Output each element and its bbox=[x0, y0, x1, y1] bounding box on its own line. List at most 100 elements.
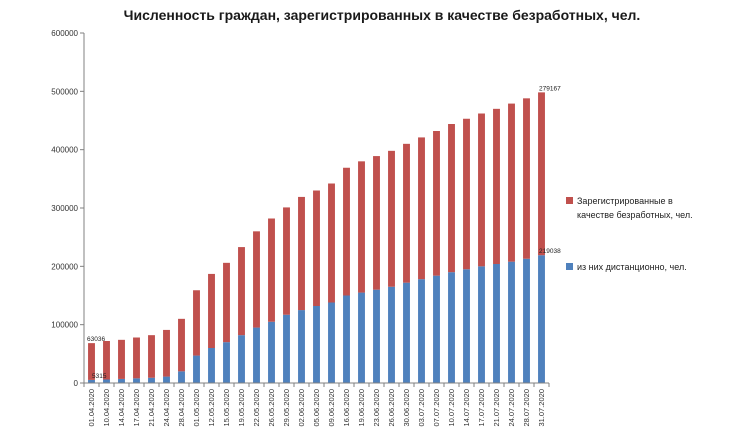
x-tick-label: 10.07.2020 bbox=[447, 389, 456, 427]
bar-remote bbox=[418, 279, 425, 383]
x-tick-label: 26.06.2020 bbox=[387, 389, 396, 427]
bar-registered bbox=[328, 183, 335, 303]
chart-title: Численность граждан, зарегистрированных … bbox=[124, 7, 641, 23]
bar-remote bbox=[328, 302, 335, 383]
bar-registered bbox=[133, 337, 140, 379]
x-tick-label: 24.07.2020 bbox=[507, 389, 516, 427]
bar-remote bbox=[493, 264, 500, 383]
legend-swatch-registered bbox=[566, 197, 573, 204]
bar-registered bbox=[463, 118, 470, 270]
bar-remote bbox=[433, 275, 440, 383]
bar-registered bbox=[193, 290, 200, 356]
x-tick-label: 28.04.2020 bbox=[177, 389, 186, 427]
data-labels: 63036 5315 279167 219038 bbox=[87, 85, 561, 380]
x-tick-label: 19.06.2020 bbox=[357, 389, 366, 427]
x-tick-label: 30.06.2020 bbox=[402, 389, 411, 427]
x-tick-label: 02.06.2020 bbox=[297, 389, 306, 427]
bar-remote bbox=[238, 335, 245, 383]
bar-remote bbox=[313, 306, 320, 383]
legend-swatch-remote bbox=[566, 263, 573, 270]
bar-registered bbox=[448, 124, 455, 273]
x-tick-label: 07.07.2020 bbox=[432, 389, 441, 427]
bar-remote bbox=[388, 286, 395, 383]
data-label: 279167 bbox=[539, 85, 561, 92]
bar-registered bbox=[313, 190, 320, 306]
bar-remote bbox=[298, 310, 305, 383]
bar-registered bbox=[478, 113, 485, 267]
bar-remote bbox=[133, 378, 140, 383]
bar-registered bbox=[538, 92, 545, 256]
bars bbox=[88, 92, 545, 383]
bar-registered bbox=[418, 137, 425, 280]
x-tick-label: 16.06.2020 bbox=[342, 389, 351, 427]
bar-remote bbox=[508, 261, 515, 383]
x-tick-label: 17.04.2020 bbox=[132, 389, 141, 427]
bar-remote bbox=[373, 289, 380, 383]
bar-remote bbox=[253, 327, 260, 383]
y-tick-label: 400000 bbox=[51, 146, 78, 155]
y-tick-label: 0 bbox=[74, 379, 79, 388]
legend-label: качестве безработных, чел. bbox=[577, 210, 693, 220]
bar-remote bbox=[283, 314, 290, 383]
x-tick-label: 12.05.2020 bbox=[207, 389, 216, 427]
bar-remote bbox=[208, 348, 215, 383]
bar-registered bbox=[373, 156, 380, 290]
bar-remote bbox=[538, 255, 545, 383]
x-tick-label: 10.04.2020 bbox=[102, 389, 111, 427]
x-tick-label: 15.05.2020 bbox=[222, 389, 231, 427]
bar-registered bbox=[163, 329, 170, 377]
bar-registered bbox=[433, 131, 440, 276]
bar-registered bbox=[118, 339, 125, 379]
x-tick-label: 22.05.2020 bbox=[252, 389, 261, 427]
x-tick-label: 21.04.2020 bbox=[147, 389, 156, 427]
y-tick-label: 200000 bbox=[51, 262, 78, 271]
x-tick-label: 26.05.2020 bbox=[267, 389, 276, 427]
x-tick-label: 01.04.2020 bbox=[87, 389, 96, 427]
bar-registered bbox=[403, 143, 410, 283]
bar-registered bbox=[298, 196, 305, 311]
bar-remote bbox=[88, 379, 95, 383]
y-tick-label: 300000 bbox=[51, 204, 78, 213]
legend: Зарегистрированные в качестве безработных… bbox=[566, 196, 693, 272]
y-tick-label: 500000 bbox=[51, 87, 78, 96]
x-axis: 01.04.2020 10.04.2020 14.04.2020 17.04.2020… bbox=[83, 382, 550, 427]
legend-label: из них дистанционно, чел. bbox=[577, 262, 687, 272]
bar-remote bbox=[403, 282, 410, 383]
bar-registered bbox=[508, 103, 515, 262]
x-tick-label: 17.07.2020 bbox=[477, 389, 486, 427]
bar-registered bbox=[88, 343, 95, 380]
x-tick-label: 19.05.2020 bbox=[237, 389, 246, 427]
bar-registered bbox=[223, 262, 230, 343]
bar-registered bbox=[388, 150, 395, 287]
bar-remote bbox=[148, 377, 155, 383]
bar-registered bbox=[493, 108, 500, 264]
x-tick-label: 24.04.2020 bbox=[162, 389, 171, 427]
x-tick-label: 29.05.2020 bbox=[282, 389, 291, 427]
bar-registered bbox=[358, 161, 365, 293]
x-tick-label: 31.07.2020 bbox=[537, 389, 546, 427]
bar-registered bbox=[208, 273, 215, 348]
x-tick-label: 09.06.2020 bbox=[327, 389, 336, 427]
data-label: 219038 bbox=[539, 248, 561, 255]
bar-registered bbox=[268, 218, 275, 322]
bar-remote bbox=[118, 378, 125, 383]
bar-remote bbox=[103, 379, 110, 383]
legend-label: Зарегистрированные в bbox=[577, 196, 673, 206]
bar-remote bbox=[523, 258, 530, 383]
x-tick-label: 01.05.2020 bbox=[192, 389, 201, 427]
data-label: 63036 bbox=[87, 336, 105, 343]
x-tick-label: 14.07.2020 bbox=[462, 389, 471, 427]
bar-remote bbox=[223, 342, 230, 383]
x-tick-label: 03.07.2020 bbox=[417, 389, 426, 427]
bar-registered bbox=[238, 247, 245, 336]
x-tick-label: 05.06.2020 bbox=[312, 389, 321, 427]
bar-registered bbox=[103, 341, 110, 380]
bar-remote bbox=[178, 371, 185, 383]
x-tick-label: 21.07.2020 bbox=[492, 389, 501, 427]
x-tick-label: 14.04.2020 bbox=[117, 389, 126, 427]
bar-remote bbox=[448, 272, 455, 383]
bar-remote bbox=[343, 295, 350, 383]
bar-registered bbox=[178, 318, 185, 372]
bar-remote bbox=[163, 376, 170, 383]
